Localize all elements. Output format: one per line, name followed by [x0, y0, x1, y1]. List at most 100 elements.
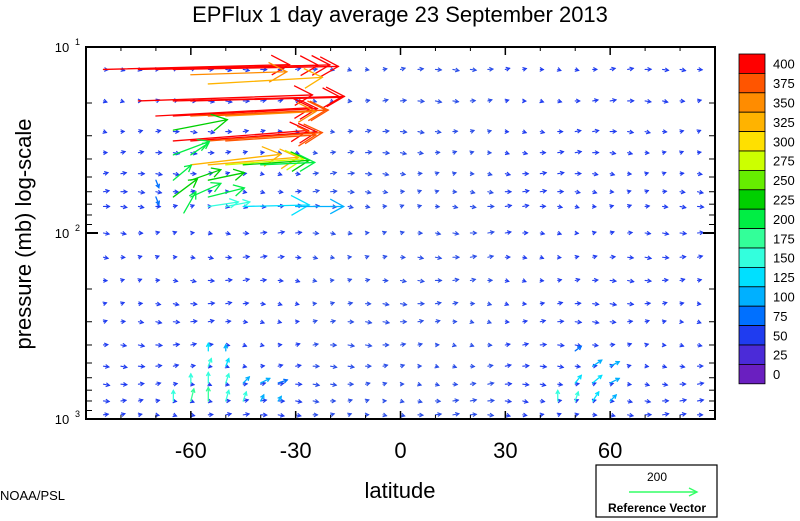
field-vector	[242, 412, 251, 417]
flux-vector	[207, 67, 324, 89]
flux-vector	[172, 113, 229, 132]
field-vector	[539, 342, 548, 348]
colorbar-label: 275	[773, 154, 795, 169]
field-vector	[172, 381, 179, 387]
flux-vector	[205, 371, 211, 384]
field-vector	[469, 301, 476, 307]
field-vector	[207, 150, 215, 156]
colorbar-swatch	[738, 286, 766, 307]
field-vector	[522, 319, 529, 324]
field-vector	[207, 129, 216, 135]
field-vector	[137, 343, 146, 348]
field-vector	[504, 203, 513, 209]
field-vector	[382, 66, 388, 72]
field-vector	[592, 128, 600, 134]
x-axis-ticks: -60 -30 0 30 60	[120, 47, 681, 463]
field-vector	[295, 412, 302, 418]
field-vector	[644, 255, 653, 261]
field-vector	[172, 204, 179, 209]
field-vector	[661, 342, 667, 348]
field-vector	[469, 277, 477, 283]
field-vector	[242, 189, 248, 195]
field-vector	[696, 204, 705, 210]
field-vector	[609, 319, 617, 325]
field-vector	[365, 277, 371, 283]
flux-vector	[242, 375, 251, 384]
field-vector	[365, 363, 372, 369]
field-vector	[365, 189, 372, 195]
field-vector	[539, 150, 547, 156]
field-vector	[557, 170, 565, 176]
field-vector	[679, 150, 685, 155]
field-vector	[662, 67, 670, 73]
field-vector	[522, 188, 530, 194]
field-vector	[679, 67, 687, 73]
field-vector	[154, 255, 160, 260]
field-vector	[522, 66, 528, 72]
field-vector	[627, 150, 634, 156]
field-vector	[487, 204, 495, 209]
field-vector	[504, 301, 510, 306]
field-vector	[469, 67, 478, 73]
field-vector	[557, 129, 564, 135]
field-vector	[242, 254, 251, 260]
colorbar-swatch	[738, 247, 766, 268]
y-tick-label: 10	[55, 40, 69, 55]
field-vector	[330, 398, 337, 404]
field-vector	[592, 277, 599, 283]
field-vector	[207, 412, 214, 418]
field-vector	[207, 189, 213, 194]
field-vector	[399, 204, 405, 209]
field-vector	[644, 398, 652, 404]
field-vector	[487, 230, 495, 235]
field-vector	[486, 129, 493, 134]
field-vector	[190, 171, 198, 177]
field-vector	[592, 342, 599, 348]
field-vector	[679, 277, 686, 283]
field-vector	[312, 278, 318, 283]
field-vector	[504, 230, 512, 235]
field-vector	[504, 66, 511, 72]
field-vector	[260, 254, 268, 260]
colorbar-label: 0	[773, 367, 780, 382]
field-vector	[592, 67, 598, 72]
field-vector	[696, 301, 702, 307]
field-vector	[627, 278, 635, 284]
field-vector	[137, 189, 146, 195]
field-vector	[120, 301, 126, 306]
field-vector	[242, 277, 251, 283]
field-vector	[364, 254, 370, 260]
field-vector	[382, 254, 388, 260]
field-vector	[539, 67, 545, 72]
colorbar-label: 125	[773, 270, 795, 285]
field-vector	[225, 381, 231, 387]
field-vector	[539, 98, 545, 104]
field-vector	[225, 277, 233, 283]
field-vector	[137, 364, 146, 369]
field-vector	[696, 412, 704, 418]
flux-vector	[190, 122, 319, 144]
field-vector	[504, 254, 511, 260]
field-vector	[487, 278, 494, 283]
field-vector	[172, 278, 179, 284]
field-vector	[295, 399, 303, 404]
field-vector	[172, 129, 180, 135]
field-vector	[259, 319, 266, 325]
field-vector	[190, 278, 197, 284]
field-vector	[330, 170, 338, 176]
field-vector	[487, 363, 494, 369]
field-vector	[172, 189, 180, 195]
field-vector	[469, 129, 476, 134]
x-tick-label: 0	[394, 438, 406, 463]
field-vector	[504, 171, 512, 177]
field-vector	[574, 149, 583, 155]
field-vector	[120, 398, 128, 404]
field-vector	[260, 129, 266, 134]
field-vector	[574, 412, 580, 418]
flux-vector	[190, 142, 210, 156]
colorbar-label: 350	[773, 96, 795, 111]
flux-vector	[592, 390, 600, 402]
field-vector	[661, 150, 667, 156]
flux-vector	[225, 357, 230, 367]
